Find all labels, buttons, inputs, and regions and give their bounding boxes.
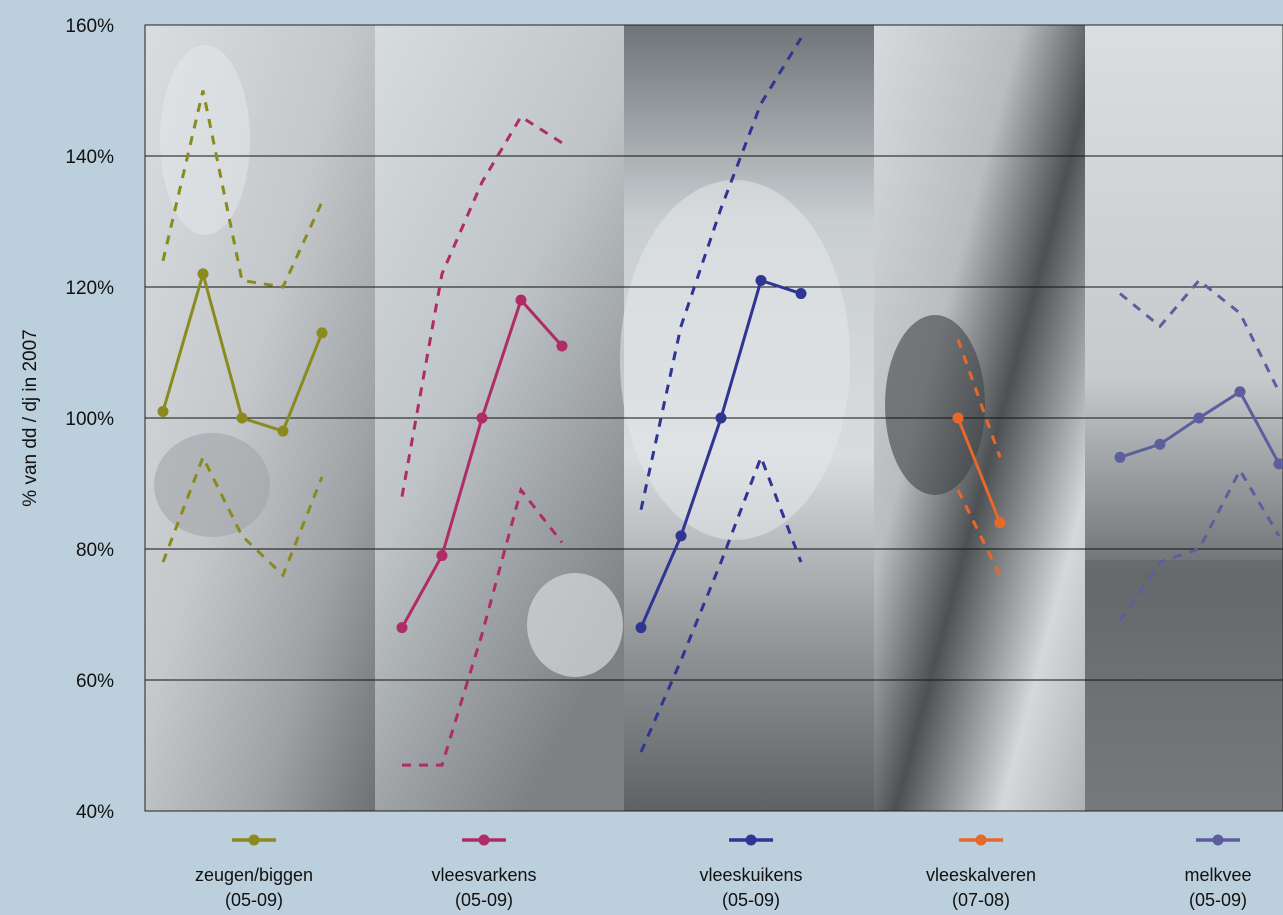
- y-tick-label: 160%: [65, 16, 114, 37]
- legend-swatch-dot: [976, 835, 987, 846]
- legend-swatch-dot: [249, 835, 260, 846]
- data-point: [397, 622, 408, 633]
- data-point: [278, 426, 289, 437]
- data-point: [716, 413, 727, 424]
- y-tick-label: 100%: [65, 409, 114, 430]
- y-tick-label: 120%: [65, 278, 114, 299]
- data-point: [477, 413, 488, 424]
- y-tick-label: 140%: [65, 147, 114, 168]
- cow-grass-shape: [1085, 560, 1283, 811]
- legend-item-4: vleeskalveren (07-08): [926, 835, 1036, 911]
- legend-label: vleeskalveren: [926, 865, 1036, 885]
- data-point: [516, 295, 527, 306]
- legend-period: (05-09): [1189, 890, 1247, 910]
- legend-period: (05-09): [722, 890, 780, 910]
- data-point: [198, 268, 209, 279]
- legend-period: (07-08): [952, 890, 1010, 910]
- data-point: [317, 327, 328, 338]
- pig-snout-side-shape: [527, 573, 623, 677]
- y-tick-label: 40%: [76, 802, 114, 823]
- y-axis-label: % van dd / dj in 2007: [20, 329, 41, 506]
- legend-label: zeugen/biggen: [195, 865, 313, 885]
- legend-item-2: vleesvarkens (05-09): [431, 835, 536, 911]
- legend-period: (05-09): [455, 890, 513, 910]
- data-point: [1235, 386, 1246, 397]
- data-point: [158, 406, 169, 417]
- legend-swatch-dot: [746, 835, 757, 846]
- legend-item-3: vleeskuikens (05-09): [699, 835, 802, 911]
- data-point: [1194, 413, 1205, 424]
- data-point: [796, 288, 807, 299]
- y-tick-label: 60%: [76, 671, 114, 692]
- y-axis: 40% 60% 80% 100% 120% 140% 160%: [65, 16, 114, 823]
- legend-label: melkvee: [1184, 865, 1251, 885]
- chick-body-shape: [620, 180, 850, 540]
- data-point: [237, 413, 248, 424]
- pig-snout-shape: [154, 433, 270, 537]
- legend: zeugen/biggen(05-09)vleesvarkens(05-09)v…: [195, 835, 1252, 911]
- legend-item-5: melkvee (05-09): [1184, 835, 1251, 911]
- data-point: [1115, 452, 1126, 463]
- data-point: [676, 530, 687, 541]
- pig-ear-shape: [160, 45, 250, 235]
- legend-label: vleesvarkens: [431, 865, 536, 885]
- y-tick-label: 80%: [76, 540, 114, 561]
- legend-swatch-dot: [479, 835, 490, 846]
- data-point: [636, 622, 647, 633]
- legend-label: vleeskuikens: [699, 865, 802, 885]
- data-point: [437, 550, 448, 561]
- data-point: [995, 517, 1006, 528]
- data-point: [756, 275, 767, 286]
- calf-eye-shape: [885, 315, 985, 495]
- data-point: [1155, 439, 1166, 450]
- data-point: [953, 413, 964, 424]
- legend-swatch-dot: [1213, 835, 1224, 846]
- legend-period: (05-09): [225, 890, 283, 910]
- data-point: [557, 340, 568, 351]
- legend-item-1: zeugen/biggen (05-09): [195, 835, 313, 911]
